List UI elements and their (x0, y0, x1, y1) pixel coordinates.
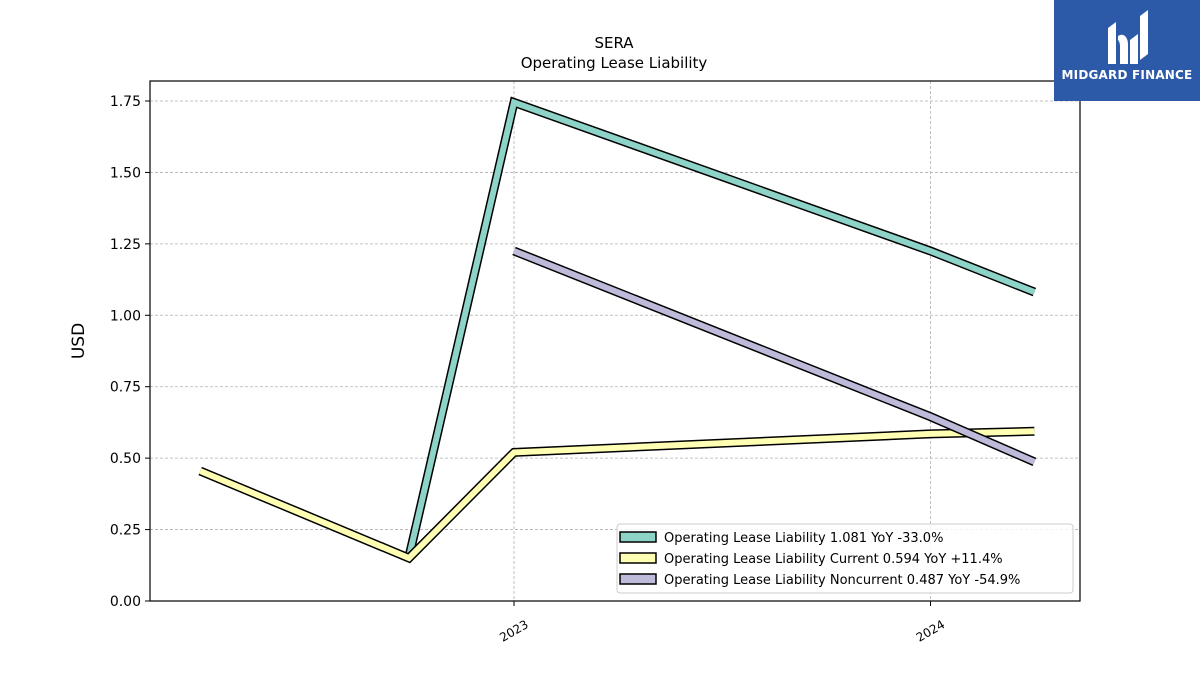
data-point (1034, 292, 1035, 293)
legend-label: Operating Lease Liability Noncurrent 0.4… (664, 573, 1020, 588)
y-tick-label: 0.75 (110, 380, 141, 396)
y-axis-label: USD (69, 323, 89, 359)
brand-logo: MIDGARD FINANCE (1054, 0, 1200, 101)
data-point (930, 251, 931, 252)
y-tick-label: 0.00 (110, 594, 141, 610)
chart-subtitle: Operating Lease Liability (521, 54, 708, 72)
data-point (514, 452, 515, 453)
legend-swatch (619, 552, 657, 564)
legend-label: Operating Lease Liability 1.081 YoY -33.… (664, 531, 943, 546)
series-line (512, 248, 1036, 465)
x-tick-label: 2023 (497, 617, 530, 644)
y-tick-label: 1.75 (110, 94, 141, 110)
legend-swatch (619, 531, 657, 543)
data-point (514, 102, 515, 103)
data-point (200, 471, 201, 472)
data-point (409, 558, 410, 559)
brand-name: MIDGARD FINANCE (1061, 68, 1193, 82)
legend-label: Operating Lease Liability Current 0.594 … (664, 552, 1003, 567)
grid (150, 81, 1080, 602)
data-point (514, 251, 515, 252)
chart-title: SERA (594, 34, 634, 52)
legend-swatch (619, 573, 657, 585)
y-tick-label: 1.00 (110, 308, 141, 324)
series-lines (198, 96, 1037, 564)
y-tick-label: 1.50 (110, 165, 141, 181)
legend-box (616, 523, 1074, 594)
y-tick-label: 0.25 (110, 523, 141, 539)
data-point (930, 416, 931, 417)
data-point (930, 433, 931, 434)
y-tick-label: 0.50 (110, 451, 141, 467)
y-tick-label: 1.25 (110, 237, 141, 253)
series-line (406, 98, 1036, 558)
legend: Operating Lease Liability 1.081 YoY -33.… (616, 523, 1074, 594)
x-tick-label: 2024 (914, 617, 947, 644)
data-point (1034, 431, 1035, 432)
midgard-logo-icon (1108, 10, 1148, 64)
plot-frame (149, 80, 1081, 602)
data-point (1034, 461, 1035, 462)
